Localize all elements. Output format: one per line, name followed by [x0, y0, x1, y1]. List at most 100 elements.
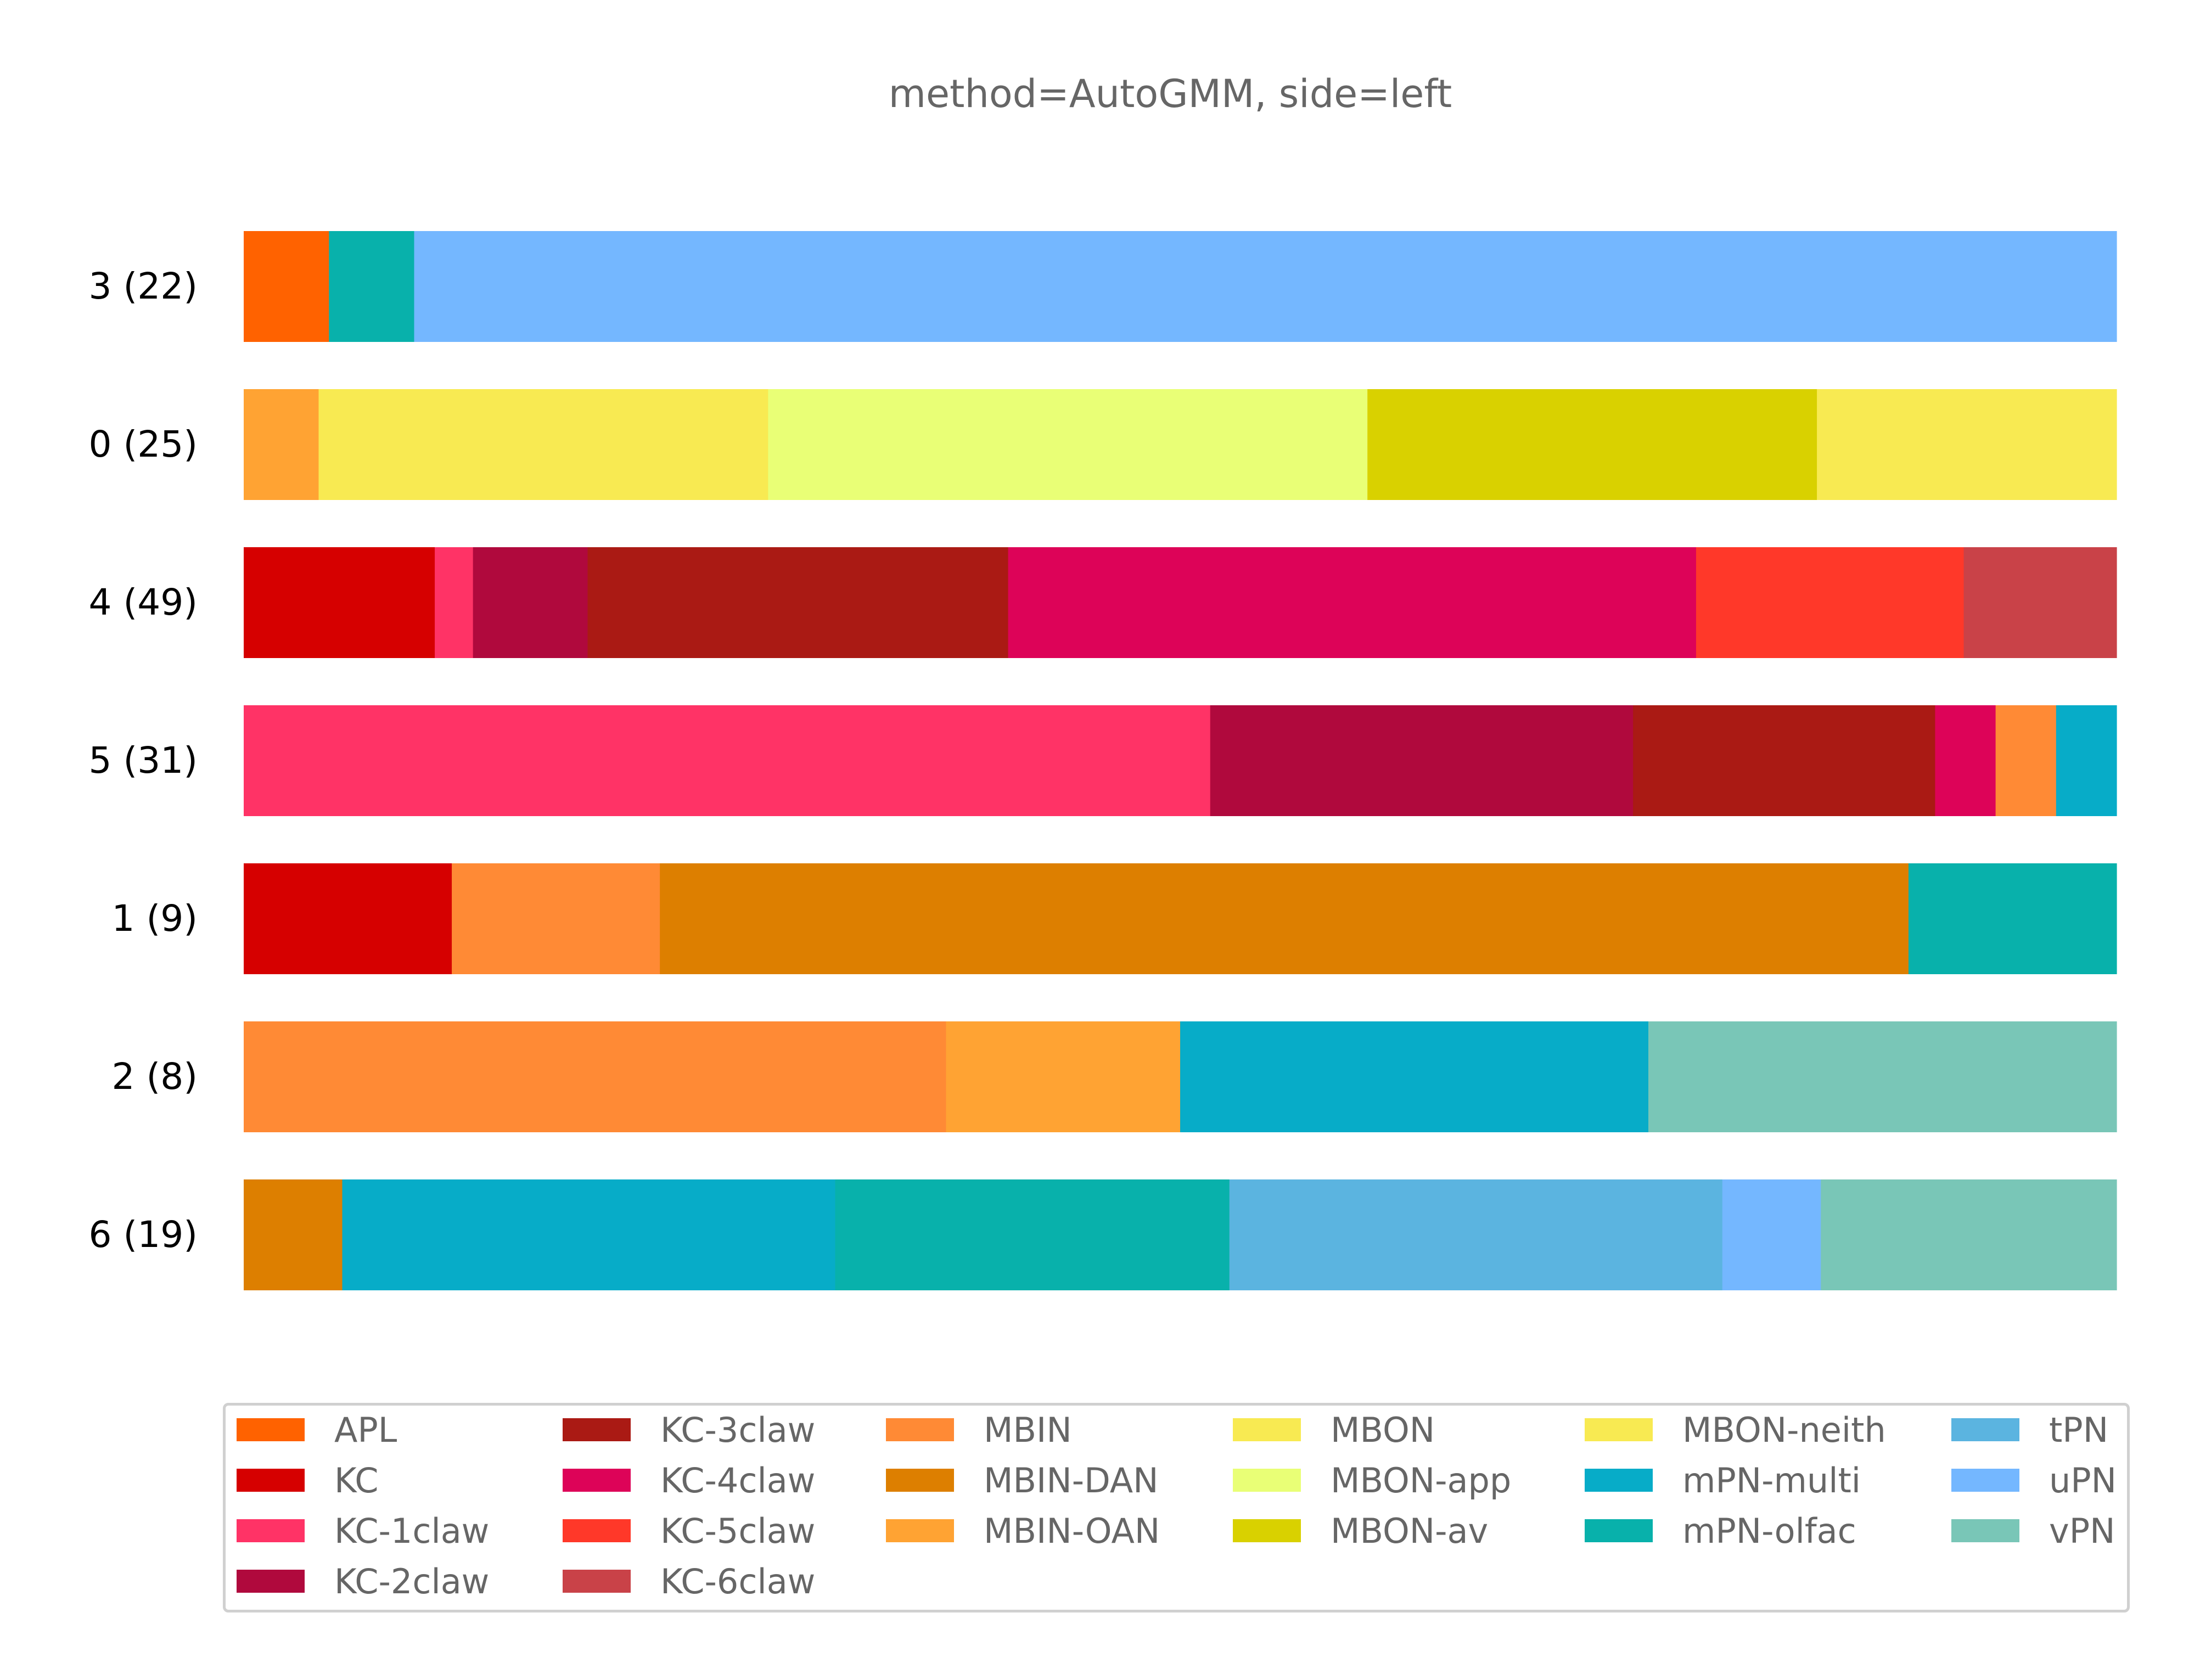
legend-label: KC-3claw	[660, 1409, 816, 1450]
bar-segment-0-0	[244, 231, 329, 342]
bar-segment-5-0	[244, 1021, 947, 1132]
bar-segment-4-1	[452, 863, 660, 974]
legend-swatch	[1585, 1418, 1653, 1441]
category-label: 1 (9)	[111, 897, 198, 940]
legend-swatch	[563, 1570, 631, 1593]
legend-label: MBON	[1331, 1409, 1435, 1450]
bar-segment-5-1	[946, 1021, 1181, 1132]
legend-item: MBIN-DAN	[886, 1456, 1159, 1505]
bar-segment-1-3	[1367, 389, 1817, 500]
legend-item: MBON-av	[1233, 1506, 1488, 1555]
legend-label: KC	[334, 1460, 379, 1501]
legend-label: KC-1claw	[334, 1510, 490, 1551]
legend-item: MBIN	[886, 1405, 1072, 1454]
category-label: 0 (25)	[88, 423, 198, 465]
bar-segment-4-2	[660, 863, 1909, 974]
legend-label: MBIN-OAN	[984, 1510, 1160, 1551]
legend-item: KC-6claw	[563, 1557, 815, 1606]
legend-item: uPN	[1951, 1456, 2117, 1505]
legend-item: KC-4claw	[563, 1456, 815, 1505]
legend-item: MBON-neith	[1585, 1405, 1886, 1454]
legend-swatch	[886, 1469, 954, 1492]
category-label: 5 (31)	[88, 739, 198, 782]
legend-swatch	[237, 1519, 305, 1542]
legend-swatch	[1585, 1519, 1653, 1542]
legend-label: KC-6claw	[660, 1561, 816, 1602]
bar-segment-1-0	[244, 389, 319, 500]
bar-segment-6-4	[1722, 1179, 1821, 1290]
bar-segment-2-4	[1008, 547, 1697, 658]
legend-label: MBIN-DAN	[984, 1460, 1159, 1501]
bar-segment-1-4	[1817, 389, 2117, 500]
legend-item: vPN	[1951, 1506, 2115, 1555]
bar-segment-3-2	[1633, 705, 1936, 816]
legend-swatch	[563, 1418, 631, 1441]
legend-item: KC-2claw	[237, 1557, 489, 1606]
legend-label: vPN	[2049, 1510, 2115, 1551]
legend-swatch	[563, 1469, 631, 1492]
bar-segment-2-0	[244, 547, 435, 658]
category-label: 4 (49)	[88, 581, 198, 623]
legend-item: MBON	[1233, 1405, 1435, 1454]
legend-item: tPN	[1951, 1405, 2108, 1454]
bar-segment-6-1	[342, 1179, 836, 1290]
legend-swatch	[1585, 1469, 1653, 1492]
bar-segment-3-3	[1935, 705, 1996, 816]
legend-swatch	[1951, 1519, 2019, 1542]
legend-label: MBON-av	[1331, 1510, 1489, 1551]
legend-label: MBON-neith	[1682, 1409, 1886, 1450]
legend-swatch	[1233, 1418, 1301, 1441]
chart-title: method=AutoGMM, side=left	[888, 71, 1452, 116]
legend-label: tPN	[2049, 1409, 2109, 1450]
category-label: 2 (8)	[111, 1055, 198, 1098]
legend-swatch	[237, 1418, 305, 1441]
bar-segment-4-0	[244, 863, 452, 974]
legend-label: KC-5claw	[660, 1510, 816, 1551]
legend-swatch	[1233, 1469, 1301, 1492]
bar-segment-3-0	[244, 705, 1211, 816]
bar-segment-6-2	[835, 1179, 1230, 1290]
bar-segment-2-2	[473, 547, 588, 658]
legend-item: mPN-multi	[1585, 1456, 1861, 1505]
bar-segment-3-5	[2056, 705, 2117, 816]
legend: APL KC KC-1claw KC-2claw KC-3claw KC-4claw KC-…	[223, 1403, 2130, 1612]
legend-swatch	[1233, 1519, 1301, 1542]
bar-segment-1-2	[768, 389, 1368, 500]
legend-swatch	[886, 1418, 954, 1441]
legend-item: KC-3claw	[563, 1405, 815, 1454]
legend-item: MBIN-OAN	[886, 1506, 1160, 1555]
bar-segment-0-1	[329, 231, 415, 342]
legend-label: mPN-multi	[1682, 1460, 1861, 1501]
bar-segment-5-2	[1180, 1021, 1649, 1132]
legend-item: KC	[237, 1456, 379, 1505]
legend-label: MBIN	[984, 1409, 1072, 1450]
legend-label: KC-4claw	[660, 1460, 816, 1501]
bar-segment-2-1	[435, 547, 474, 658]
bar-segment-2-3	[587, 547, 1009, 658]
legend-label: KC-2claw	[334, 1561, 490, 1602]
bar-segment-1-1	[318, 389, 768, 500]
bar-segment-6-5	[1821, 1179, 2117, 1290]
legend-swatch	[1951, 1418, 2019, 1441]
legend-label: APL	[334, 1409, 397, 1450]
bar-segment-3-4	[1995, 705, 2057, 816]
legend-label: mPN-olfac	[1682, 1510, 1856, 1551]
bar-segment-6-0	[244, 1179, 343, 1290]
legend-swatch	[1951, 1469, 2019, 1492]
legend-swatch	[237, 1570, 305, 1593]
bar-segment-4-3	[1908, 863, 2117, 974]
bar-segment-6-3	[1229, 1179, 1723, 1290]
bar-segment-5-3	[1648, 1021, 2117, 1132]
legend-item: mPN-olfac	[1585, 1506, 1856, 1555]
legend-item: KC-5claw	[563, 1506, 815, 1555]
bar-segment-2-6	[1963, 547, 2117, 658]
legend-item: MBON-app	[1233, 1456, 1511, 1505]
legend-swatch	[886, 1519, 954, 1542]
category-label: 6 (19)	[88, 1213, 198, 1256]
bar-segment-0-2	[414, 231, 2117, 342]
legend-label: MBON-app	[1331, 1460, 1512, 1501]
legend-item: APL	[237, 1405, 397, 1454]
category-label: 3 (22)	[88, 265, 198, 307]
